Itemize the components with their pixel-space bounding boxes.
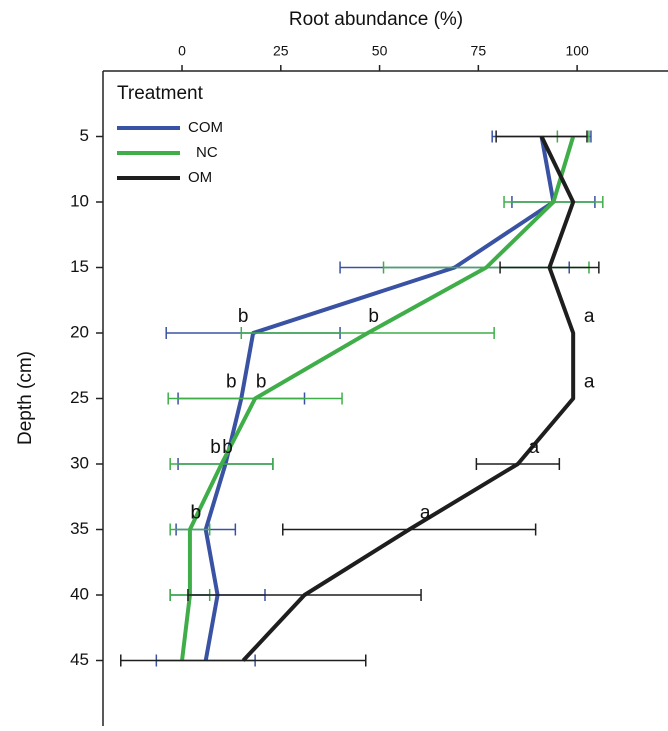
significance-letter: b bbox=[368, 306, 379, 327]
significance-letter: b bbox=[256, 372, 267, 393]
significance-letter: a bbox=[529, 437, 540, 458]
legend-title: Treatment bbox=[117, 83, 204, 104]
significance-letter: b bbox=[210, 437, 221, 458]
y-tick-label: 25 bbox=[70, 388, 89, 407]
y-tick-label: 20 bbox=[70, 322, 89, 341]
x-tick-label: 75 bbox=[471, 43, 487, 59]
x-tick-label: 25 bbox=[273, 43, 289, 59]
legend-label: NC bbox=[196, 144, 218, 161]
y-tick-label: 5 bbox=[80, 126, 89, 145]
y-axis-label: Depth (cm) bbox=[15, 351, 36, 445]
y-tick-label: 45 bbox=[70, 650, 89, 669]
legend-label: COM bbox=[188, 119, 223, 136]
significance-letter: b bbox=[226, 372, 237, 393]
x-tick-label: 0 bbox=[178, 43, 186, 59]
series-line bbox=[241, 135, 576, 662]
x-axis-label: Root abundance (%) bbox=[289, 9, 463, 30]
y-tick-label: 35 bbox=[70, 519, 89, 538]
y-tick-label: 40 bbox=[70, 584, 89, 603]
y-tick-label: 10 bbox=[70, 191, 89, 210]
significance-letter: a bbox=[584, 372, 595, 393]
series-line bbox=[180, 135, 576, 661]
significance-letter: b bbox=[238, 306, 249, 327]
x-tick-label: 50 bbox=[372, 43, 388, 59]
significance-letter: a bbox=[420, 503, 431, 524]
significance-letter: b bbox=[191, 503, 202, 524]
significance-letter: a bbox=[584, 306, 595, 327]
y-tick-label: 15 bbox=[70, 257, 89, 276]
legend-label: OM bbox=[188, 169, 212, 186]
significance-letter: b bbox=[222, 437, 233, 458]
x-tick-label: 100 bbox=[565, 43, 589, 59]
y-tick-label: 30 bbox=[70, 453, 89, 472]
